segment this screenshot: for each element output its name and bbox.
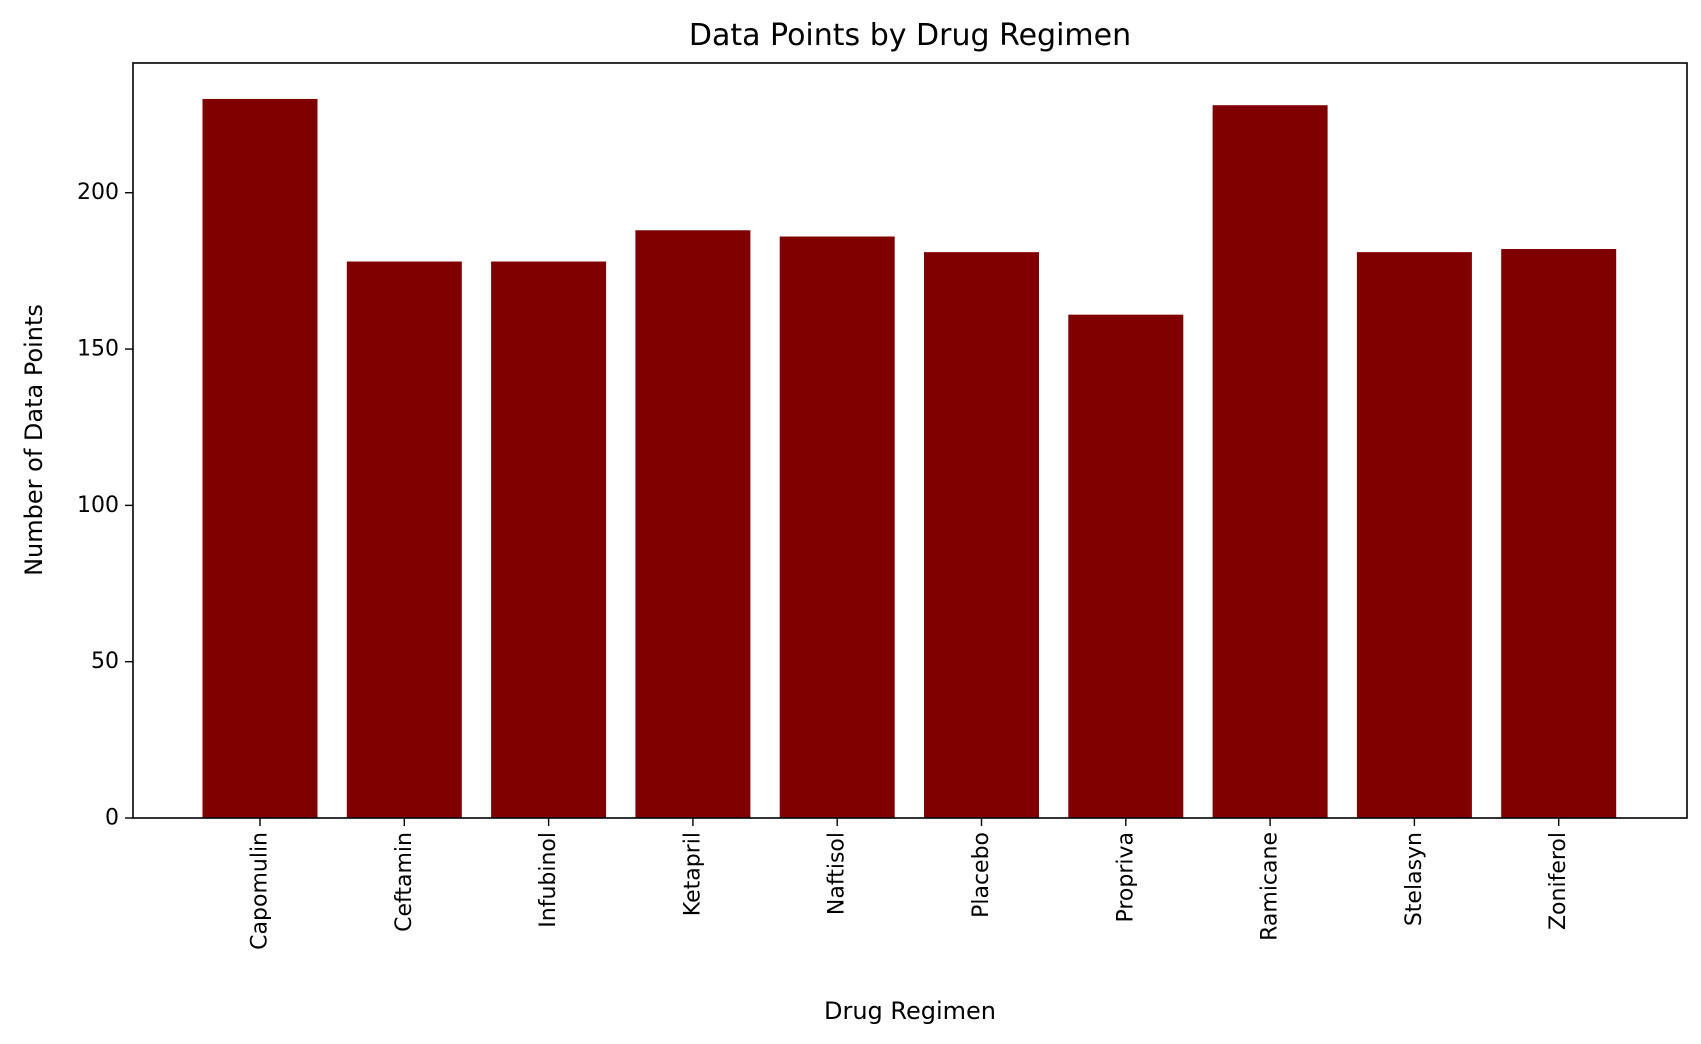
bar-ramicane — [1212, 105, 1328, 819]
bar-naftisol — [779, 236, 895, 818]
bar-placebo — [924, 252, 1039, 818]
x-tick-label: Ketapril — [680, 832, 705, 916]
bar-infubinol — [491, 261, 607, 819]
chart-title: Data Points by Drug Regimen — [689, 18, 1131, 53]
bars-group — [202, 98, 1617, 819]
bar-capomulin — [202, 98, 318, 818]
y-tick-label: 150 — [77, 337, 119, 362]
x-tick-label: Naftisol — [825, 832, 850, 915]
x-tick-label: Placebo — [969, 832, 994, 918]
x-tick-label: Ramicane — [1258, 832, 1283, 941]
bar-stelasyn — [1356, 252, 1472, 818]
x-tick-label: Zoniferol — [1546, 832, 1571, 930]
bar-propriva — [1068, 314, 1184, 818]
bar-ketapril — [635, 230, 751, 819]
x-axis-ticks: Capomulin Ceftamin Infubinol Ketapril Naftis… — [248, 818, 1571, 950]
x-tick-label: Ceftamin — [392, 832, 417, 932]
y-tick-label: 0 — [105, 806, 119, 831]
y-tick-label: 50 — [91, 649, 119, 674]
bar-zoniferol — [1501, 249, 1617, 818]
x-tick-label: Stelasyn — [1402, 832, 1427, 926]
bar-ceftamin — [346, 261, 462, 819]
y-axis-ticks: 0 50 100 150 200 — [77, 180, 133, 831]
y-axis-label: Number of Data Points — [20, 304, 48, 576]
x-tick-label: Propriva — [1113, 832, 1138, 923]
plot-frame — [132, 62, 1688, 819]
y-tick-label: 100 — [77, 493, 119, 518]
x-axis-label: Drug Regimen — [824, 997, 996, 1025]
x-tick-label: Capomulin — [248, 832, 273, 950]
x-tick-label: Infubinol — [536, 832, 561, 928]
y-tick-label: 200 — [77, 180, 119, 205]
